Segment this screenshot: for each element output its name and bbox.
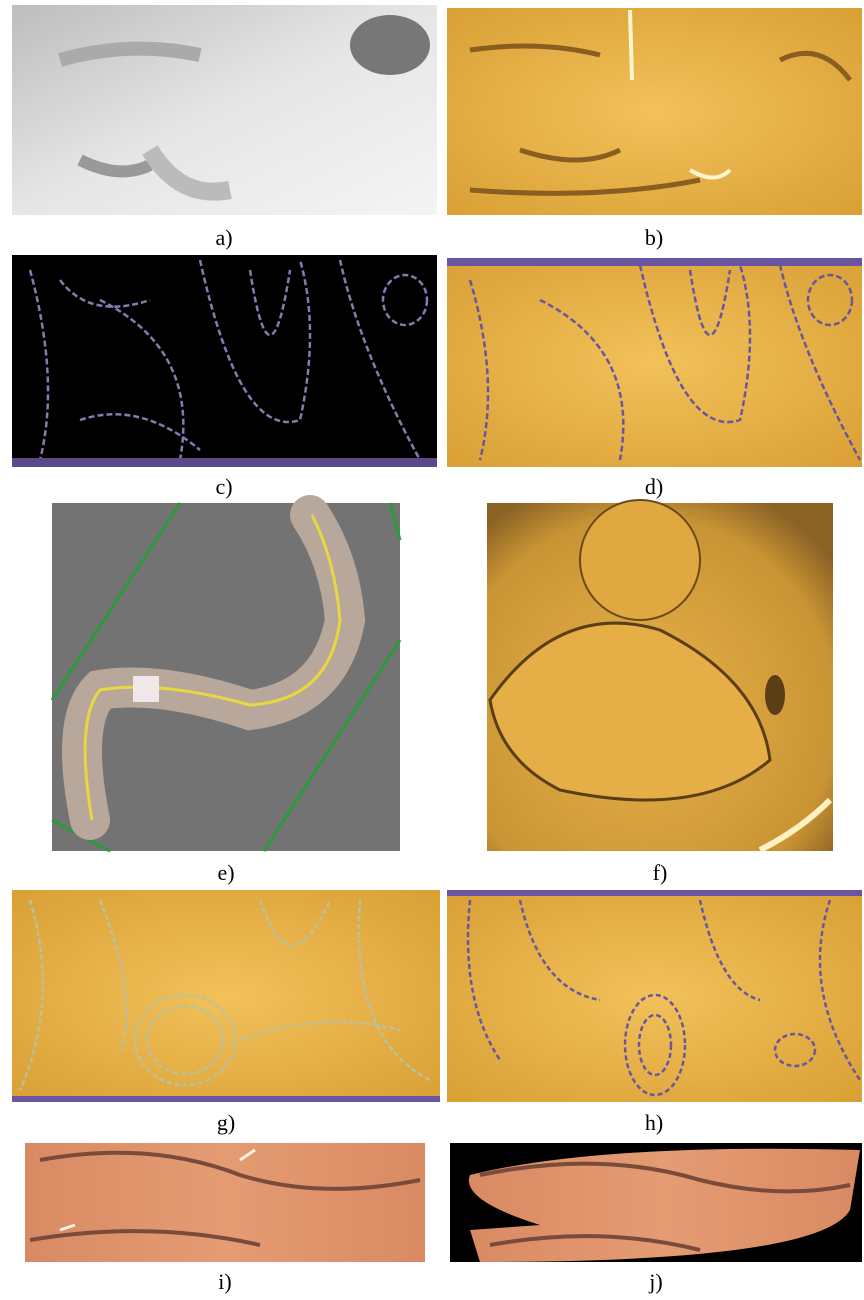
panel-h	[447, 890, 862, 1102]
panel-label: f)	[653, 860, 668, 885]
panel-b	[447, 8, 862, 215]
panel-label: d)	[645, 474, 663, 499]
panel-label: h)	[645, 1110, 663, 1135]
page: {"panels": [{"label": "a)"}, {"label": "…	[0, 0, 864, 1300]
panel-label: e)	[217, 860, 234, 885]
panel-c	[12, 255, 437, 467]
panel-a	[12, 5, 437, 215]
panel-label: c)	[215, 474, 232, 499]
panel-d	[447, 258, 862, 467]
panel-label: i)	[218, 1269, 231, 1294]
panel-i	[25, 1143, 425, 1262]
panel-label: b)	[645, 225, 663, 250]
panel-g	[12, 890, 440, 1102]
panel-j	[450, 1143, 862, 1262]
figure: a) b) c) d) e) f) g) h) i) j)	[0, 0, 864, 1300]
panel-label: j)	[648, 1269, 662, 1294]
panel-label: a)	[215, 225, 232, 250]
panel-label: g)	[217, 1110, 235, 1135]
panel-f	[487, 500, 833, 851]
panel-e	[52, 503, 400, 851]
